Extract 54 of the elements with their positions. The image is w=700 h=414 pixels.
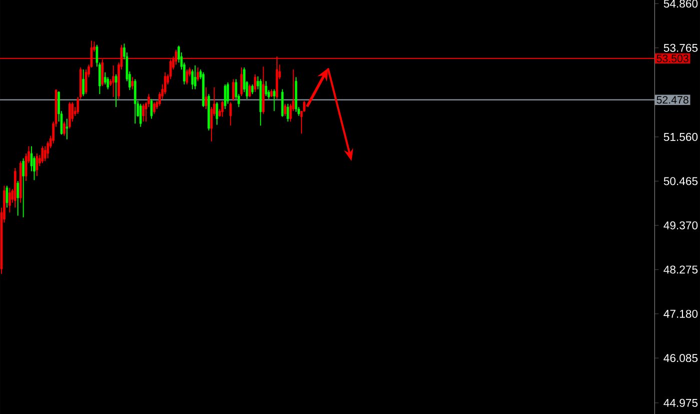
candlestick: [264, 80, 268, 97]
candlestick: [16, 180, 20, 216]
y-tick-label: 46.085: [664, 354, 698, 362]
candlestick: [150, 98, 153, 120]
candlestick: [36, 153, 38, 177]
candlestick: [284, 103, 286, 116]
candlestick: [286, 103, 290, 122]
candlestick: [66, 118, 68, 140]
candlestick: [68, 102, 71, 129]
candlestick: [194, 64, 196, 90]
y-tick-label: 50.465: [664, 177, 698, 186]
y-tick-label: 47.180: [664, 310, 698, 318]
candlestick: [251, 84, 254, 95]
candlestick: [8, 187, 11, 213]
candlestick: [131, 76, 134, 90]
candlestick: [186, 68, 188, 85]
candlestick: [142, 103, 144, 122]
y-tick-label: 44.975: [664, 398, 698, 407]
candlestick: [240, 66, 243, 97]
candlestick: [229, 102, 232, 126]
candlestick: [114, 74, 118, 108]
candlestick: [281, 88, 284, 118]
candlestick: [248, 84, 251, 98]
candlestick: [153, 102, 156, 114]
candlestick: [273, 88, 276, 112]
y-tick-label: 49.370: [664, 221, 698, 230]
candlestick: [174, 49, 178, 66]
candlestick: [216, 102, 218, 126]
y-tick-label: 51.560: [664, 132, 698, 141]
candlestick: [196, 66, 200, 82]
y-tick-label: 53.765: [664, 44, 698, 52]
y-tick-label: 54.860: [664, 0, 698, 8]
candlestick: [204, 86, 208, 110]
candlestick: [112, 64, 114, 98]
candlestick: [139, 103, 142, 128]
ref-line-label: 53.503: [656, 54, 688, 62]
candlestick: [22, 158, 24, 218]
candlestick: [134, 78, 136, 124]
candlestick: [63, 121, 66, 136]
candlestick: [6, 185, 8, 208]
candlestick: [224, 84, 226, 110]
candlestick: [232, 78, 234, 102]
candlestick: [101, 58, 104, 86]
candlestick: [106, 76, 110, 90]
ref-line-label: 52.478: [656, 96, 688, 104]
candlestick: [221, 100, 224, 118]
candlestick: [41, 146, 44, 164]
candlestick: [191, 68, 194, 90]
y-tick-label: 48.275: [664, 266, 698, 274]
candlestick: [82, 68, 84, 97]
candlestick: [84, 68, 88, 95]
candlestick: [254, 74, 256, 93]
candlestick: [164, 72, 166, 95]
candlestick: [44, 146, 46, 162]
